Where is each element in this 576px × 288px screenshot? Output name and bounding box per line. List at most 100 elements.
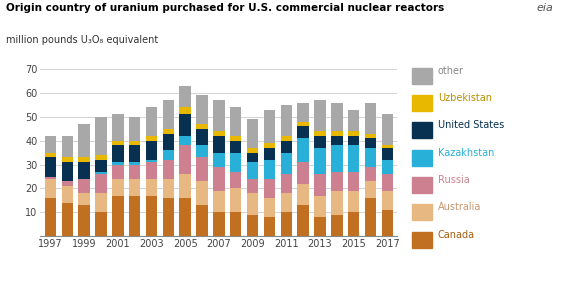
Bar [365, 198, 376, 236]
Bar [78, 158, 90, 162]
Bar [62, 158, 73, 162]
Bar [45, 198, 56, 236]
Bar [162, 150, 174, 160]
Bar [264, 217, 275, 236]
Bar [331, 215, 343, 236]
Bar [129, 196, 141, 236]
Text: eia: eia [536, 3, 553, 13]
Bar [45, 136, 56, 153]
Bar [281, 193, 292, 212]
Bar [247, 153, 258, 162]
Bar [146, 179, 157, 196]
Bar [129, 141, 141, 145]
Bar [281, 174, 292, 193]
Bar [281, 153, 292, 174]
Bar [297, 138, 309, 162]
Bar [146, 141, 157, 160]
Bar [365, 167, 376, 181]
Bar [180, 86, 191, 107]
Text: Canada: Canada [438, 230, 475, 240]
Bar [314, 100, 325, 131]
Bar [112, 114, 123, 141]
Bar [162, 100, 174, 129]
Bar [162, 198, 174, 236]
Bar [62, 203, 73, 236]
Bar [180, 198, 191, 236]
Bar [78, 193, 90, 205]
Bar [95, 212, 107, 236]
Bar [348, 110, 359, 131]
Bar [112, 145, 123, 162]
Bar [45, 177, 56, 179]
Bar [264, 160, 275, 179]
Bar [196, 145, 208, 158]
Bar [95, 117, 107, 155]
Bar [382, 174, 393, 191]
Bar [264, 143, 275, 148]
Bar [180, 114, 191, 136]
Bar [331, 172, 343, 191]
Bar [382, 148, 393, 160]
Bar [95, 174, 107, 193]
Bar [112, 141, 123, 145]
Bar [331, 131, 343, 136]
Bar [264, 148, 275, 160]
Bar [281, 141, 292, 153]
Bar [365, 138, 376, 148]
Bar [348, 172, 359, 191]
Bar [264, 198, 275, 217]
Bar [348, 191, 359, 212]
Bar [314, 217, 325, 236]
Bar [297, 103, 309, 122]
Bar [95, 193, 107, 212]
Bar [297, 122, 309, 126]
Bar [112, 179, 123, 196]
Bar [146, 162, 157, 179]
Bar [112, 196, 123, 236]
Bar [331, 103, 343, 131]
Bar [146, 196, 157, 236]
Bar [365, 148, 376, 167]
Bar [180, 107, 191, 114]
Bar [129, 164, 141, 179]
Bar [281, 136, 292, 141]
Bar [365, 103, 376, 134]
Bar [196, 129, 208, 145]
Bar [348, 131, 359, 136]
Bar [196, 124, 208, 129]
Bar [297, 126, 309, 138]
Bar [162, 160, 174, 179]
Bar [45, 179, 56, 198]
Bar [247, 193, 258, 215]
Bar [213, 191, 225, 212]
Bar [62, 162, 73, 181]
Bar [129, 162, 141, 164]
Bar [62, 181, 73, 186]
Bar [213, 167, 225, 191]
Bar [129, 179, 141, 196]
Bar [129, 117, 141, 141]
Bar [78, 179, 90, 193]
Bar [95, 155, 107, 160]
Bar [264, 110, 275, 143]
Text: Australia: Australia [438, 202, 481, 212]
Text: million pounds U₃O₈ equivalent: million pounds U₃O₈ equivalent [6, 35, 158, 45]
Bar [196, 95, 208, 124]
Bar [348, 145, 359, 172]
Bar [382, 191, 393, 210]
Bar [247, 179, 258, 193]
Bar [196, 205, 208, 236]
Bar [213, 153, 225, 167]
Bar [146, 160, 157, 162]
Bar [314, 136, 325, 148]
Text: Kazakhstan: Kazakhstan [438, 148, 494, 158]
Bar [297, 162, 309, 184]
Bar [348, 136, 359, 145]
Bar [281, 212, 292, 236]
Bar [162, 129, 174, 134]
Bar [213, 212, 225, 236]
Bar [112, 164, 123, 179]
Bar [382, 160, 393, 174]
Bar [78, 124, 90, 158]
Text: Origin country of uranium purchased for U.S. commercial nuclear reactors: Origin country of uranium purchased for … [6, 3, 444, 13]
